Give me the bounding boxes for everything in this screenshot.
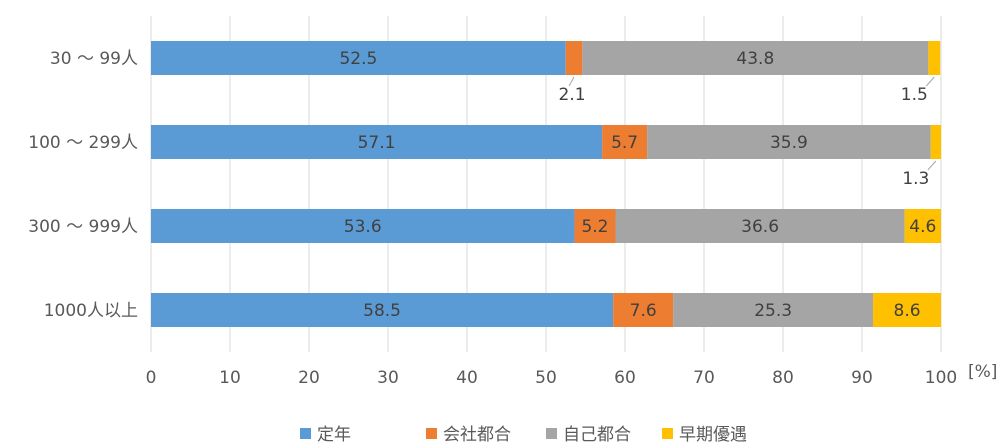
category-label: 30 ～ 99人 xyxy=(50,49,138,69)
data-label: 4.6 xyxy=(909,217,936,237)
data-label: 5.2 xyxy=(581,217,608,237)
x-tick-label: 40 xyxy=(456,368,478,388)
bar-segment xyxy=(673,293,874,327)
category-label: 100 ～ 299人 xyxy=(28,133,138,153)
data-labels: 52.5 2.1 43.8 1.5 57.1 5.7 35.9 1.3 53.6 5.2 36.6 4… xyxy=(339,49,936,321)
data-label: 2.1 xyxy=(559,85,586,105)
x-axis-unit-label: [%] xyxy=(968,362,997,382)
legend: 定年 会社都合 自己都合 早期優遇 xyxy=(300,425,747,445)
data-label: 53.6 xyxy=(344,217,382,237)
data-label: 57.1 xyxy=(358,133,396,153)
data-label: 5.7 xyxy=(611,133,638,153)
x-tick-label: 100 xyxy=(925,368,957,388)
bar-segment xyxy=(615,209,905,243)
bar-segment xyxy=(928,41,941,75)
data-label: 8.6 xyxy=(894,301,921,321)
legend-label: 早期優遇 xyxy=(679,425,747,445)
bar-segment xyxy=(151,293,614,327)
data-label: 1.5 xyxy=(901,85,928,105)
leader-lines xyxy=(568,76,937,171)
leader-line xyxy=(927,160,937,171)
bar-segment xyxy=(930,125,941,159)
legend-label: 自己都合 xyxy=(563,425,631,445)
value-axis: 0 10 20 30 40 50 60 70 80 90 100 xyxy=(146,368,958,388)
bar-segment xyxy=(602,125,648,159)
category-label: 300 ～ 999人 xyxy=(28,217,138,237)
data-label: 58.5 xyxy=(363,301,401,321)
data-label: 1.3 xyxy=(902,169,929,189)
legend-swatch xyxy=(546,428,557,439)
category-axis: 30 ～ 99人 100 ～ 299人 300 ～ 999人 1000人以上 xyxy=(28,49,138,321)
legend-swatch xyxy=(662,428,673,439)
data-label: 43.8 xyxy=(736,49,774,69)
x-tick-label: 90 xyxy=(851,368,873,388)
x-tick-label: 0 xyxy=(146,368,157,388)
leader-line xyxy=(568,76,575,87)
legend-swatch xyxy=(426,428,437,439)
bar-segment xyxy=(574,209,616,243)
x-tick-label: 30 xyxy=(377,368,399,388)
legend-label: 会社都合 xyxy=(443,425,511,445)
bar-segment xyxy=(582,41,929,75)
bar-segment xyxy=(151,125,603,159)
data-label: 35.9 xyxy=(770,133,808,153)
bar-segment xyxy=(647,125,931,159)
bar-segment xyxy=(873,293,941,327)
bar-segment xyxy=(904,209,941,243)
data-label: 52.5 xyxy=(339,49,377,69)
bar-segment xyxy=(151,41,566,75)
x-tick-label: 60 xyxy=(614,368,636,388)
x-tick-label: 80 xyxy=(772,368,794,388)
x-tick-label: 70 xyxy=(693,368,715,388)
x-tick-label: 50 xyxy=(535,368,557,388)
x-tick-label: 10 xyxy=(219,368,241,388)
category-label: 1000人以上 xyxy=(44,301,138,321)
legend-swatch xyxy=(300,428,311,439)
leader-line xyxy=(925,76,935,87)
data-label: 7.6 xyxy=(630,301,657,321)
x-tick-label: 20 xyxy=(298,368,320,388)
bar-segment xyxy=(565,41,583,75)
bar-segment xyxy=(613,293,674,327)
bars xyxy=(151,41,941,327)
data-label: 25.3 xyxy=(754,301,792,321)
data-label: 36.6 xyxy=(741,217,779,237)
bar-segment xyxy=(151,209,575,243)
legend-label: 定年 xyxy=(317,425,351,445)
